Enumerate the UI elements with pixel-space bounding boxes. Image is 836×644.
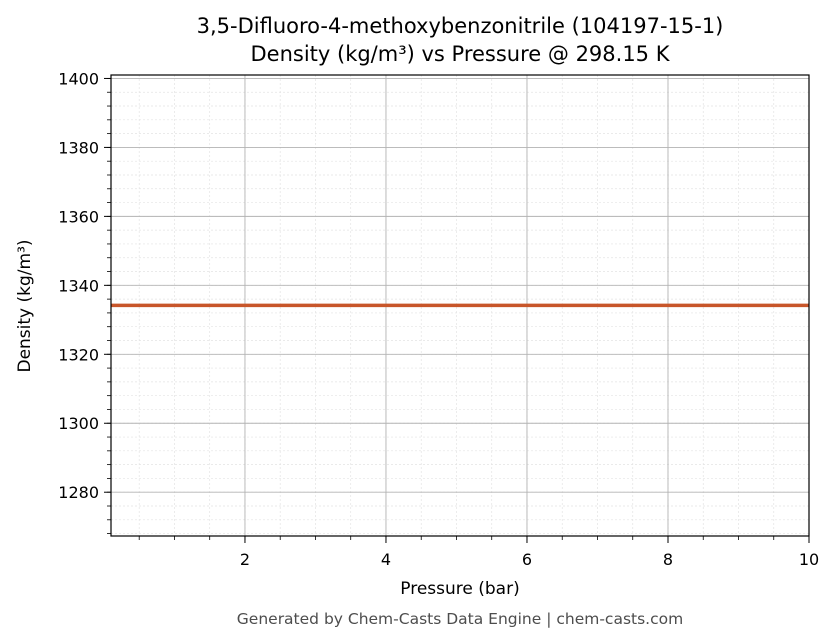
x-tick-label: 6	[522, 550, 532, 569]
y-tick-label: 1300	[58, 414, 99, 433]
chart-title-line1: 3,5-Difluoro-4-methoxybenzonitrile (1041…	[197, 14, 724, 38]
x-tick-label: 4	[381, 550, 391, 569]
y-axis-label: Density (kg/m³)	[15, 239, 35, 372]
major-grid	[111, 75, 810, 536]
x-tick-label: 10	[799, 550, 819, 569]
y-tick-label: 1400	[58, 69, 99, 88]
y-tick-label: 1320	[58, 345, 99, 364]
x-axis-label: Pressure (bar)	[400, 579, 519, 599]
tick-labels: 2 4 6 8 10 1280 1300 1320 1340 1360 1380 1400	[58, 69, 819, 569]
footer-credit: Generated by Chem-Casts Data Engine | ch…	[237, 610, 683, 628]
x-tick-label: 2	[240, 550, 250, 569]
axis-ticks	[104, 77, 810, 543]
chart-title-line2: Density (kg/m³) vs Pressure @ 298.15 K	[250, 42, 670, 66]
y-tick-label: 1360	[58, 207, 99, 226]
plot-area-frame	[110, 74, 810, 537]
y-tick-label: 1280	[58, 483, 99, 502]
y-tick-label: 1340	[58, 276, 99, 295]
y-tick-label: 1380	[58, 138, 99, 157]
x-tick-label: 8	[663, 550, 673, 569]
